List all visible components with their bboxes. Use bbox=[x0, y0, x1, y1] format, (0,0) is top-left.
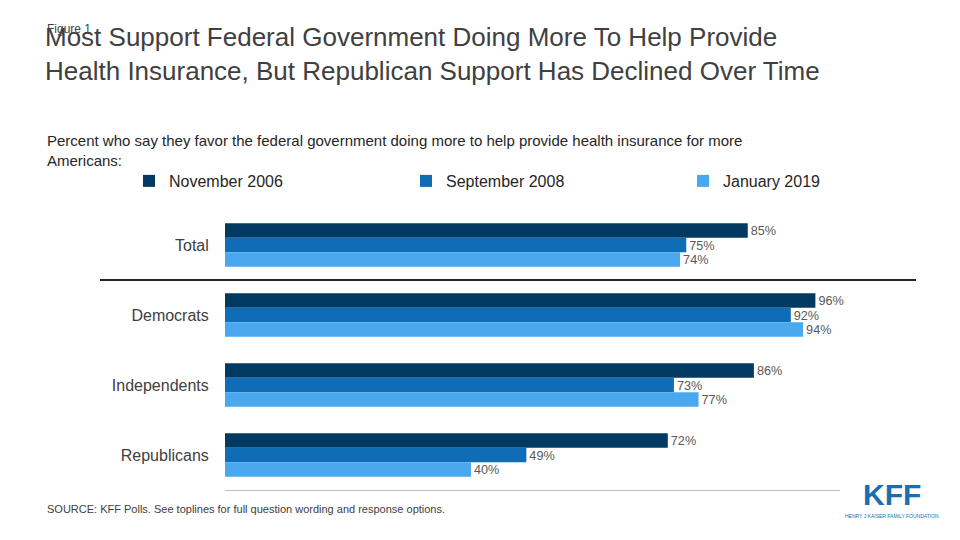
svg-text:January 2019: January 2019 bbox=[723, 173, 820, 190]
svg-text:77%: 77% bbox=[702, 393, 727, 407]
svg-text:Independents: Independents bbox=[112, 377, 209, 394]
svg-text:KFF: KFF bbox=[863, 478, 921, 511]
svg-text:SOURCE: KFF Polls. See topline: SOURCE: KFF Polls. See toplines for full… bbox=[47, 503, 445, 515]
svg-text:86%: 86% bbox=[757, 364, 782, 378]
svg-text:Republicans: Republicans bbox=[121, 447, 209, 464]
svg-text:74%: 74% bbox=[683, 253, 708, 267]
svg-text:92%: 92% bbox=[794, 309, 819, 323]
svg-text:Total: Total bbox=[175, 237, 209, 254]
svg-text:85%: 85% bbox=[751, 224, 776, 238]
svg-text:Percent who say they favor the: Percent who say they favor the federal g… bbox=[47, 132, 742, 169]
svg-text:94%: 94% bbox=[806, 323, 831, 337]
svg-text:73%: 73% bbox=[677, 379, 702, 393]
svg-text:HENRY J KAISER FAMILY FOUNDATI: HENRY J KAISER FAMILY FOUNDATION bbox=[845, 513, 939, 519]
svg-text:November 2006: November 2006 bbox=[169, 173, 283, 190]
svg-text:Most Support Federal Governmen: Most Support Federal Government Doing Mo… bbox=[45, 22, 820, 86]
svg-text:75%: 75% bbox=[689, 239, 714, 253]
svg-text:72%: 72% bbox=[671, 434, 696, 448]
svg-text:Democrats: Democrats bbox=[131, 307, 208, 324]
svg-text:96%: 96% bbox=[818, 294, 843, 308]
svg-text:40%: 40% bbox=[474, 463, 499, 477]
svg-text:Figure 1: Figure 1 bbox=[47, 22, 91, 36]
svg-text:September 2008: September 2008 bbox=[446, 173, 564, 190]
svg-text:49%: 49% bbox=[529, 449, 554, 463]
